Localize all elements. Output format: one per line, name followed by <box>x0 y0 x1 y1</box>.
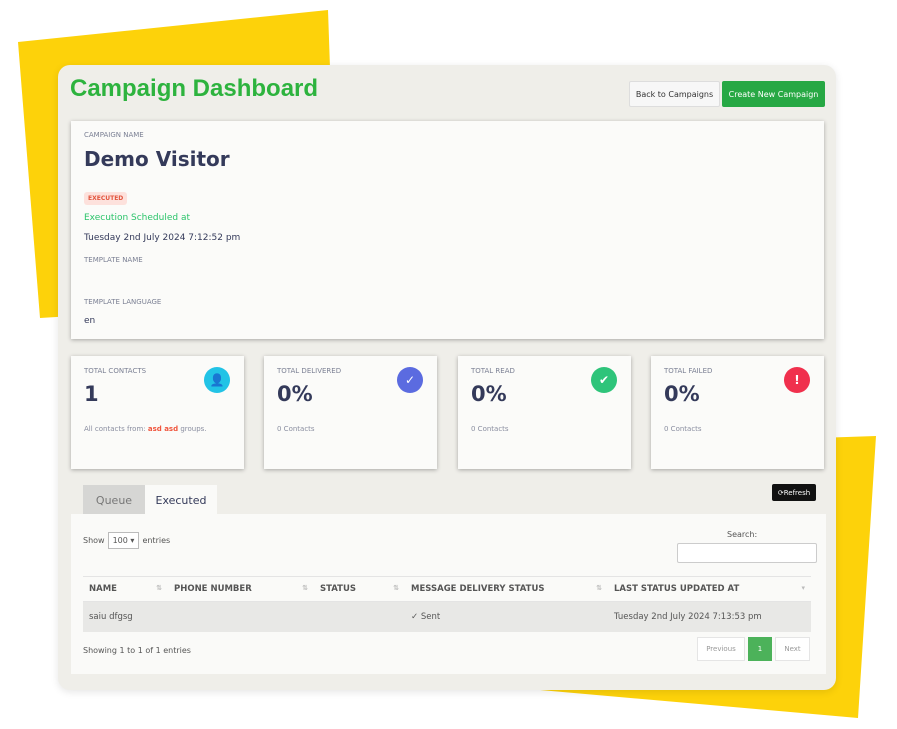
stat-value: 1 <box>84 382 99 406</box>
sort-icon: ⇅ <box>393 584 399 592</box>
column-header-status[interactable]: STATUS ⇅ <box>314 576 405 602</box>
tab-queue[interactable]: Queue <box>83 485 145 515</box>
stat-sub: 0 Contacts <box>471 425 509 433</box>
campaign-name: Demo Visitor <box>84 147 230 171</box>
executed-table-panel: Show 100 ▾ entries Search: NAME ⇅ PHONE N… <box>71 514 826 674</box>
check-icon: ✓ <box>397 367 423 393</box>
header-label: MESSAGE DELIVERY STATUS <box>411 584 545 594</box>
stat-sub-text: All contacts from: <box>84 425 148 433</box>
stat-card-contacts: TOTAL CONTACTS 1 All contacts from: asd … <box>71 356 244 469</box>
entries-value: 100 <box>112 536 128 545</box>
page-title: Campaign Dashboard <box>70 75 319 102</box>
entries-control: Show 100 ▾ entries <box>83 532 170 549</box>
stat-value: 0% <box>277 382 313 406</box>
campaign-info-card: CAMPAIGN NAME Demo Visitor EXECUTED Exec… <box>71 121 824 339</box>
column-header-name[interactable]: NAME ⇅ <box>83 576 168 602</box>
create-campaign-button[interactable]: Create New Campaign <box>722 81 825 107</box>
entries-select[interactable]: 100 ▾ <box>107 532 140 549</box>
refresh-button[interactable]: ⟳ Refresh <box>772 484 816 501</box>
sort-icon: ⇅ <box>302 584 308 592</box>
stat-label: TOTAL DELIVERED <box>277 367 342 375</box>
header-label: NAME <box>89 584 117 594</box>
stat-sub: All contacts from: asd asd groups. <box>84 425 231 433</box>
back-to-campaigns-button[interactable]: Back to Campaigns <box>629 81 720 107</box>
status-badge: EXECUTED <box>84 192 128 205</box>
next-button[interactable]: Next <box>775 637 810 661</box>
sort-icon: ⇅ <box>596 584 602 592</box>
refresh-label: Refresh <box>783 488 811 497</box>
stat-sub: 0 Contacts <box>277 425 315 433</box>
template-name-label: TEMPLATE NAME <box>84 256 143 264</box>
header-label: STATUS <box>320 584 357 594</box>
stat-card-delivered: TOTAL DELIVERED 0% 0 Contacts ✓ <box>264 356 437 469</box>
cell-name: saiu dfgsg <box>83 601 168 632</box>
stat-sub-text: groups. <box>178 425 207 433</box>
stat-card-read: TOTAL READ 0% 0 Contacts ✔ <box>458 356 631 469</box>
dashboard-window: Campaign Dashboard Back to Campaigns Cre… <box>58 65 836 690</box>
tab-executed[interactable]: Executed <box>145 485 217 515</box>
template-language-label: TEMPLATE LANGUAGE <box>84 298 162 306</box>
stat-label: TOTAL FAILED <box>664 367 713 375</box>
search-label: Search: <box>727 530 758 539</box>
stat-label: TOTAL CONTACTS <box>84 367 147 375</box>
stat-sub: 0 Contacts <box>664 425 702 433</box>
stat-card-failed: TOTAL FAILED 0% 0 Contacts ! <box>651 356 824 469</box>
table-info: Showing 1 to 1 of 1 entries <box>83 646 191 655</box>
sort-desc-icon: ▾ <box>801 584 805 592</box>
refresh-icon: ⟳ <box>777 488 784 497</box>
group-name: asd asd <box>147 425 179 433</box>
show-label: Show <box>83 536 105 545</box>
cell-last-updated: Tuesday 2nd July 2024 7:13:53 pm <box>608 601 811 632</box>
stat-value: 0% <box>664 382 700 406</box>
column-header-last-updated[interactable]: LAST STATUS UPDATED AT ▾ <box>608 576 811 602</box>
sort-icon: ⇅ <box>156 584 162 592</box>
double-check-icon: ✔ <box>591 367 617 393</box>
campaign-name-label: CAMPAIGN NAME <box>84 131 144 139</box>
stat-label: TOTAL READ <box>471 367 515 375</box>
user-icon: 👤 <box>204 367 230 393</box>
column-header-phone[interactable]: PHONE NUMBER ⇅ <box>168 576 314 602</box>
page-1-button[interactable]: 1 <box>748 637 772 661</box>
cell-status <box>314 601 405 632</box>
alert-icon: ! <box>784 367 810 393</box>
table-row: saiu dfgsg ✓ Sent Tuesday 2nd July 2024 … <box>83 601 811 632</box>
scheduled-label: Execution Scheduled at <box>84 213 191 223</box>
executed-table: NAME ⇅ PHONE NUMBER ⇅ STATUS ⇅ MESSAGE DELI… <box>83 576 811 632</box>
column-header-delivery-status[interactable]: MESSAGE DELIVERY STATUS ⇅ <box>405 576 608 602</box>
template-language: en <box>84 316 96 326</box>
stat-value: 0% <box>471 382 507 406</box>
search-input[interactable] <box>677 543 817 563</box>
header-label: LAST STATUS UPDATED AT <box>614 584 740 594</box>
previous-button[interactable]: Previous <box>697 637 745 661</box>
cell-delivery-status: ✓ Sent <box>405 601 608 632</box>
scheduled-date: Tuesday 2nd July 2024 7:12:52 pm <box>84 233 241 243</box>
header-label: PHONE NUMBER <box>174 584 252 594</box>
entries-label: entries <box>142 536 171 545</box>
cell-phone <box>168 601 314 632</box>
